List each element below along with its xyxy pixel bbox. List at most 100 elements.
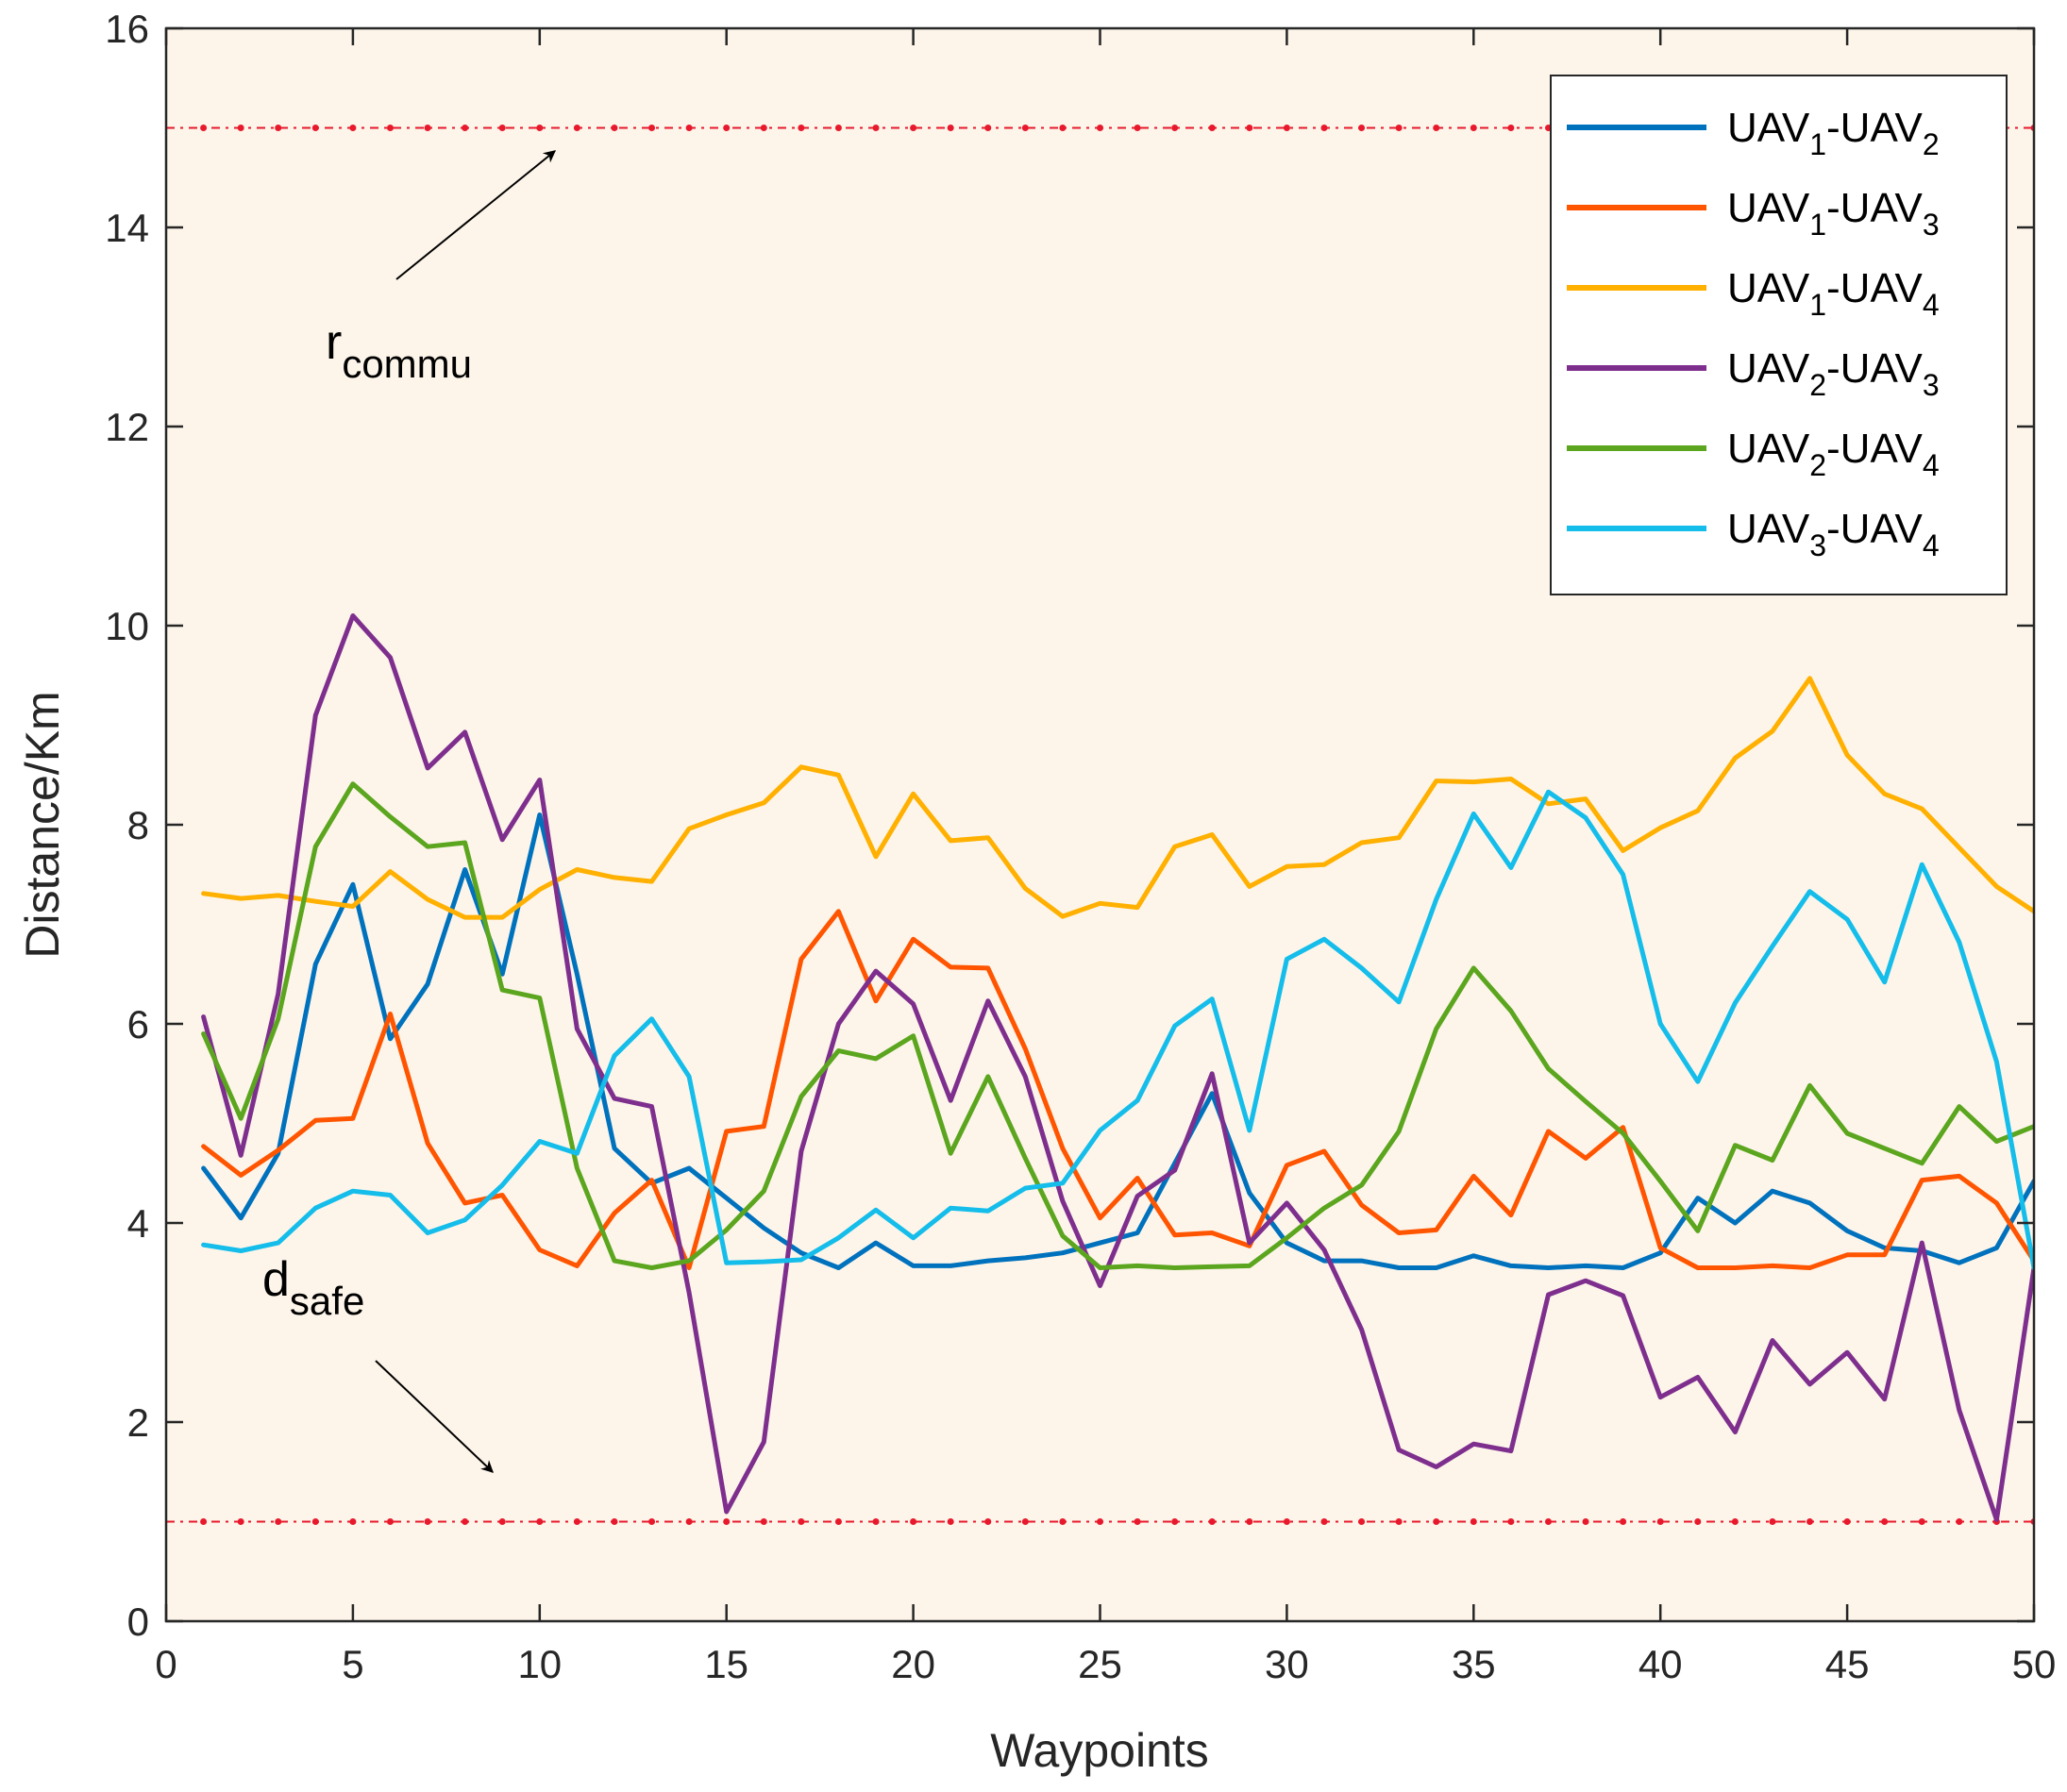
legend-box [1550,75,2008,595]
d-safe-label: dsafe [262,1252,364,1323]
series-layer [201,613,2034,1522]
d-safe-marker-7 [424,1518,431,1525]
y-tick-label-8: 16 [105,7,149,51]
r-commu-marker-5 [349,125,357,131]
d-safe-marker-12 [611,1518,618,1525]
legend-label-part: UAV [1727,185,1810,231]
d-safe-marker-16 [760,1518,767,1525]
legend-label-part: UAV [1840,345,1924,392]
legend-label-part: 3 [1809,528,1826,562]
d-safe-marker-14 [685,1518,693,1525]
y-tick-label-7: 14 [105,206,149,250]
d-safe-marker-15 [723,1518,731,1525]
y-tick-label-6: 12 [105,405,149,449]
y-tick-label-3: 6 [127,1002,149,1047]
d-safe-marker-31 [1320,1518,1328,1525]
r-commu-marker-24 [1059,125,1067,131]
d-safe-marker-18 [834,1518,842,1525]
d-safe-marker-4 [311,1518,319,1525]
legend-label-part: 4 [1923,448,1940,482]
d-safe-marker-3 [275,1518,282,1525]
legend-label-part: UAV [1840,426,1924,472]
d-safe-marker-25 [1097,1518,1103,1525]
r-commu-marker-33 [1395,125,1403,131]
legend-label-part: 1 [1809,288,1826,322]
d-safe-marker-13 [648,1518,656,1525]
legend-label-part: 2 [1923,127,1940,161]
x-tick-label-2: 10 [517,1642,562,1686]
x-tick-label-4: 20 [891,1642,935,1686]
d-safe-marker-20 [910,1518,917,1525]
r-commu-marker-16 [760,125,767,131]
legend-label-part: - [1826,265,1840,311]
legend-label-5: UAV3-UAV4 [1727,506,1940,562]
x-tick-label-9: 45 [1825,1642,1870,1686]
d-safe-marker-21 [947,1518,954,1525]
d-safe-marker-44 [1807,1518,1814,1525]
legend-label-part: 2 [1809,448,1826,482]
legend-label-part: 4 [1923,528,1940,562]
d-safe-marker-40 [1656,1518,1664,1525]
legend-label-part: - [1826,506,1840,552]
legend-label-0: UAV1-UAV2 [1727,105,1940,161]
d-safe-marker-35 [1470,1518,1477,1525]
r-commu-label-base: r [326,315,342,370]
r-commu-marker-12 [611,125,618,131]
r-commu-marker-20 [910,125,917,131]
x-tick-label-8: 40 [1638,1642,1683,1686]
d-safe-marker-6 [386,1518,394,1525]
legend-label-part: UAV [1727,426,1810,472]
legend-label-2: UAV1-UAV4 [1727,265,1940,322]
series-line-uav1-uav4 [201,676,2034,920]
annotations: rcommu dsafe [262,150,557,1473]
r-commu-marker-8 [462,125,469,131]
x-axis-title: Waypoints [990,1724,1209,1777]
y-tick-label-4: 8 [127,803,149,847]
legend-label-part: 3 [1923,368,1940,402]
r-commu-marker-18 [834,125,842,131]
legend-label-part: UAV [1727,506,1810,552]
legend-label-1: UAV1-UAV3 [1727,185,1940,242]
d-safe-marker-29 [1246,1518,1253,1525]
d-safe-label-base: d [262,1252,290,1307]
r-commu-marker-28 [1208,125,1216,131]
series-line-uav2-uav4 [201,781,2034,1270]
legend-label-part: - [1826,105,1840,151]
x-tick-label-6: 30 [1265,1642,1309,1686]
r-commu-marker-11 [573,125,580,131]
y-tick-label-5: 10 [105,604,149,648]
legend-label-part: 3 [1923,208,1940,242]
legend-label-part: UAV [1840,105,1924,151]
d-safe-marker-47 [1918,1518,1925,1525]
r-commu-marker-19 [872,125,880,131]
r-commu-arrow [395,150,557,280]
d-safe-marker-42 [1731,1518,1739,1525]
r-commu-marker-21 [947,125,954,131]
legend-label-part: - [1826,345,1840,392]
x-tick-label-7: 35 [1452,1642,1496,1686]
legend-label-part: UAV [1727,265,1810,311]
legend-label-4: UAV2-UAV4 [1727,426,1940,482]
d-safe-marker-1 [200,1518,208,1525]
series-line-uav1-uav3 [201,909,2034,1270]
y-tick-label-1: 2 [127,1400,149,1445]
d-safe-marker-19 [872,1518,880,1525]
d-safe-marker-26 [1134,1518,1141,1525]
d-safe-marker-39 [1620,1518,1627,1525]
r-commu-marker-10 [536,125,544,131]
d-safe-marker-43 [1769,1518,1776,1525]
r-commu-marker-26 [1134,125,1141,131]
r-commu-marker-14 [685,125,693,131]
d-safe-marker-28 [1208,1518,1216,1525]
r-commu-marker-2 [237,125,244,131]
y-axis-title: Distance/Km [16,691,69,958]
x-tick-label-10: 50 [2012,1642,2057,1686]
r-commu-marker-36 [1507,125,1515,131]
r-commu-label: rcommu [326,315,472,386]
reference-lines [166,125,2034,1525]
x-tick-label-5: 25 [1078,1642,1122,1686]
d-safe-marker-27 [1171,1518,1179,1525]
series-line-uav2-uav3 [201,613,2034,1522]
y-tick-label-2: 4 [127,1201,149,1246]
